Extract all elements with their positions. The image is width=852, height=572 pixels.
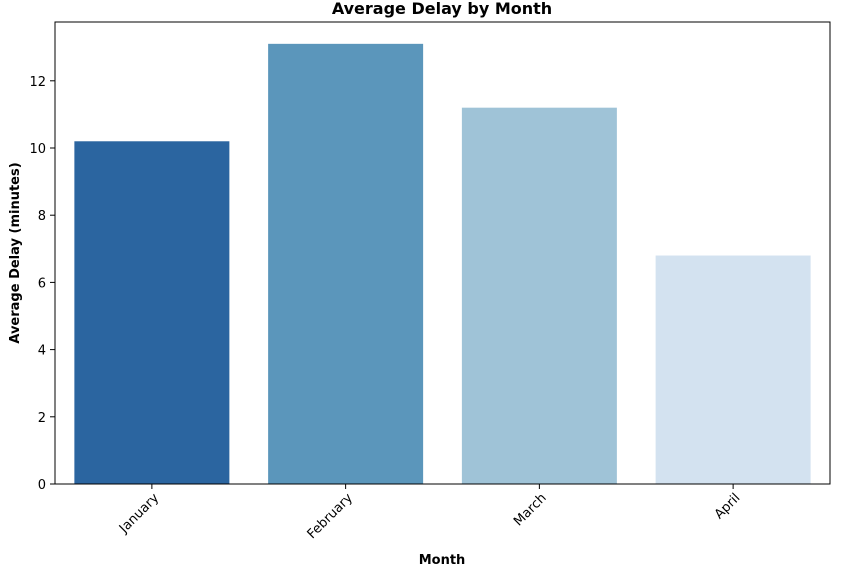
chart-title: Average Delay by Month — [332, 0, 552, 18]
bar-april — [655, 255, 811, 484]
x-tick-label: January — [116, 490, 162, 536]
y-axis: 0 2 4 6 8 10 12 — [29, 75, 55, 493]
y-tick-label: 2 — [38, 411, 46, 426]
x-axis: January February March April — [116, 484, 743, 542]
y-tick-label: 6 — [38, 276, 46, 291]
y-tick-label: 4 — [38, 344, 46, 359]
y-tick-label: 10 — [29, 142, 46, 157]
x-tick-label: April — [712, 491, 744, 523]
x-tick-label: February — [305, 490, 357, 542]
y-tick-label: 0 — [38, 478, 46, 493]
bar-march — [461, 107, 617, 485]
y-tick-label: 12 — [29, 75, 46, 90]
y-tick-label: 8 — [38, 209, 46, 224]
x-axis-label: Month — [419, 553, 466, 568]
bar-january — [74, 141, 230, 484]
bars — [74, 43, 811, 485]
y-axis-label: Average Delay (minutes) — [8, 162, 23, 343]
bar-february — [268, 43, 424, 485]
x-tick-label: March — [511, 491, 550, 530]
plot-frame — [54, 21, 831, 485]
